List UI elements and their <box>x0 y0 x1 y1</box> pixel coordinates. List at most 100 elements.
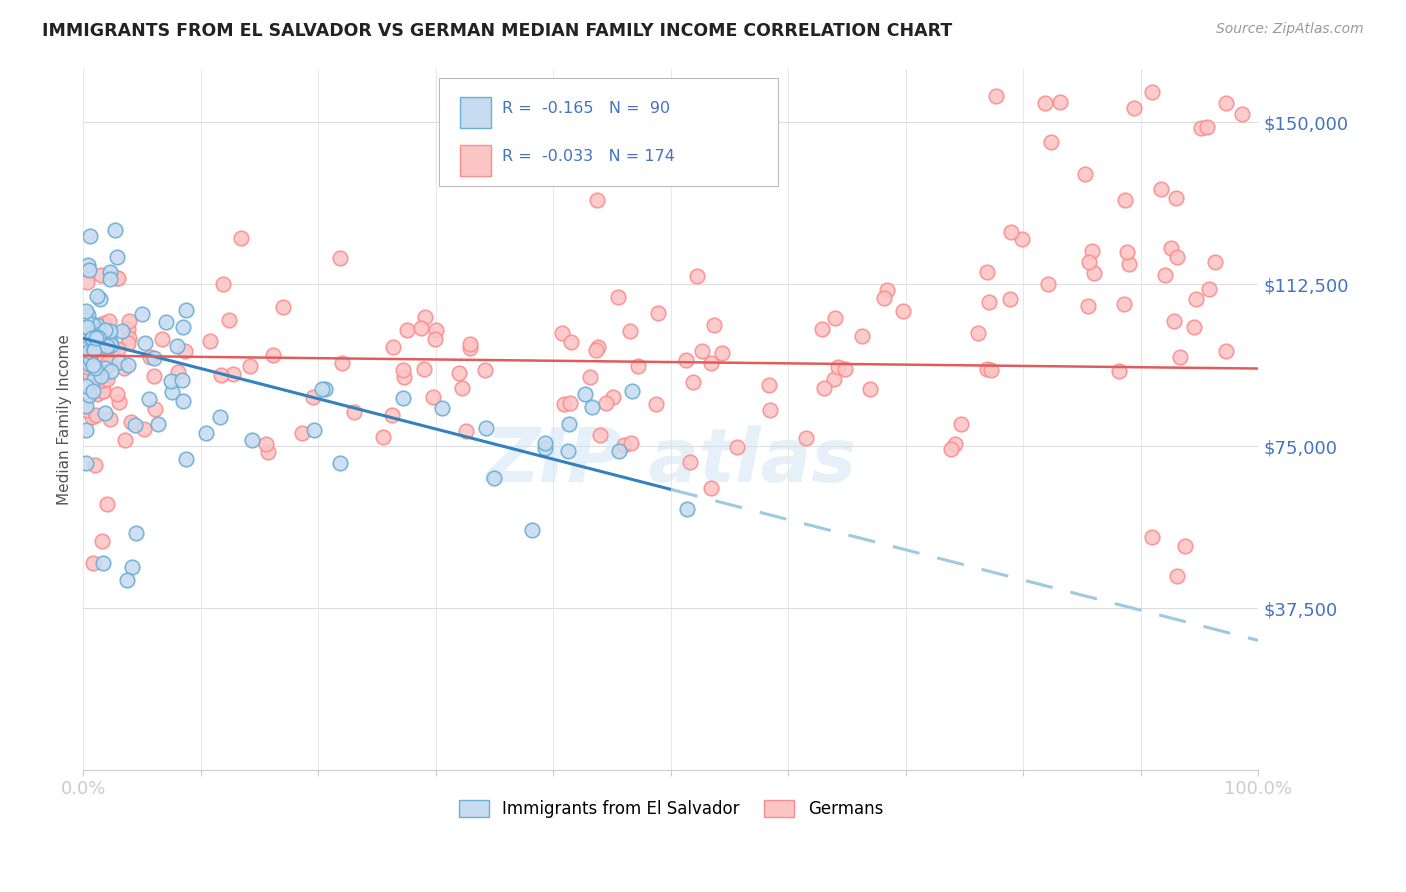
Point <box>627 359 650 374</box>
Point <box>759 403 782 417</box>
Point <box>107 395 129 409</box>
Point <box>980 362 1002 376</box>
Point <box>82 345 104 359</box>
Point <box>302 423 325 437</box>
Point <box>117 336 139 351</box>
Point <box>891 304 914 318</box>
Point <box>823 372 845 386</box>
Point <box>98 412 121 426</box>
Point <box>1204 254 1226 268</box>
Point <box>159 374 181 388</box>
Point <box>108 355 131 369</box>
Point <box>758 378 780 392</box>
Point <box>1040 135 1063 149</box>
Point <box>166 339 188 353</box>
Point <box>117 359 139 373</box>
Point <box>557 443 579 458</box>
Point <box>98 271 121 285</box>
Point <box>138 392 160 406</box>
Point <box>77 258 100 272</box>
Point <box>827 359 849 374</box>
Point <box>83 342 105 356</box>
Point <box>79 316 101 330</box>
Point <box>1118 257 1140 271</box>
Point <box>1142 530 1164 544</box>
Text: IMMIGRANTS FROM EL SALVADOR VS GERMAN MEDIAN FAMILY INCOME CORRELATION CHART: IMMIGRANTS FROM EL SALVADOR VS GERMAN ME… <box>42 22 952 40</box>
Point <box>1170 350 1192 364</box>
Point <box>1083 266 1105 280</box>
Point <box>75 423 97 437</box>
Point <box>89 292 111 306</box>
Point <box>105 387 128 401</box>
Point <box>86 387 108 401</box>
Point <box>80 331 103 345</box>
Point <box>585 343 607 357</box>
Point <box>79 388 101 402</box>
Point <box>121 560 143 574</box>
Point <box>941 442 963 457</box>
Point <box>456 424 478 438</box>
Point <box>107 271 129 285</box>
Point <box>98 314 121 328</box>
Point <box>75 456 97 470</box>
Legend: Immigrants from El Salvador, Germans: Immigrants from El Salvador, Germans <box>451 793 890 825</box>
Point <box>533 441 555 455</box>
Point <box>619 324 641 338</box>
Point <box>91 384 114 398</box>
Point <box>581 400 603 414</box>
Point <box>302 390 325 404</box>
Point <box>75 304 97 318</box>
Point <box>425 323 447 337</box>
Point <box>876 283 898 297</box>
Point <box>254 437 277 451</box>
Point <box>84 348 107 362</box>
Point <box>613 438 636 452</box>
Point <box>117 322 139 336</box>
Point <box>1153 268 1175 283</box>
Text: R =  -0.165   N =  90: R = -0.165 N = 90 <box>502 101 671 116</box>
Text: ZIP atlas: ZIP atlas <box>485 425 856 498</box>
Point <box>607 290 630 304</box>
Point <box>84 331 107 345</box>
Point <box>86 289 108 303</box>
Point <box>82 556 104 570</box>
Point <box>700 356 723 370</box>
Point <box>859 382 882 396</box>
Point <box>174 344 197 359</box>
Point <box>87 330 110 344</box>
Point <box>1035 95 1057 110</box>
Point <box>1077 255 1099 269</box>
Point <box>458 336 481 351</box>
Point <box>703 318 725 332</box>
Point <box>221 367 243 381</box>
Point <box>150 332 173 346</box>
Y-axis label: Median Family Income: Median Family Income <box>58 334 72 505</box>
Point <box>98 324 121 338</box>
Point <box>1081 244 1104 258</box>
Point <box>560 334 582 349</box>
Point <box>423 332 446 346</box>
Point <box>91 373 114 387</box>
Point <box>125 525 148 540</box>
Point <box>96 351 118 366</box>
Point <box>76 359 98 374</box>
Point <box>160 384 183 399</box>
Point <box>75 403 97 417</box>
Point <box>851 329 873 343</box>
Point <box>824 310 846 325</box>
Point <box>682 375 704 389</box>
Point <box>77 358 100 372</box>
Point <box>1166 568 1188 582</box>
Point <box>381 340 404 354</box>
Point <box>1198 282 1220 296</box>
Point <box>131 308 153 322</box>
Point <box>394 370 416 384</box>
Point <box>118 314 141 328</box>
Point <box>413 310 436 324</box>
Point <box>91 373 114 387</box>
Point <box>1160 241 1182 255</box>
Point <box>647 305 669 319</box>
Point <box>1123 101 1146 115</box>
Point <box>239 359 262 374</box>
Point <box>409 321 432 335</box>
